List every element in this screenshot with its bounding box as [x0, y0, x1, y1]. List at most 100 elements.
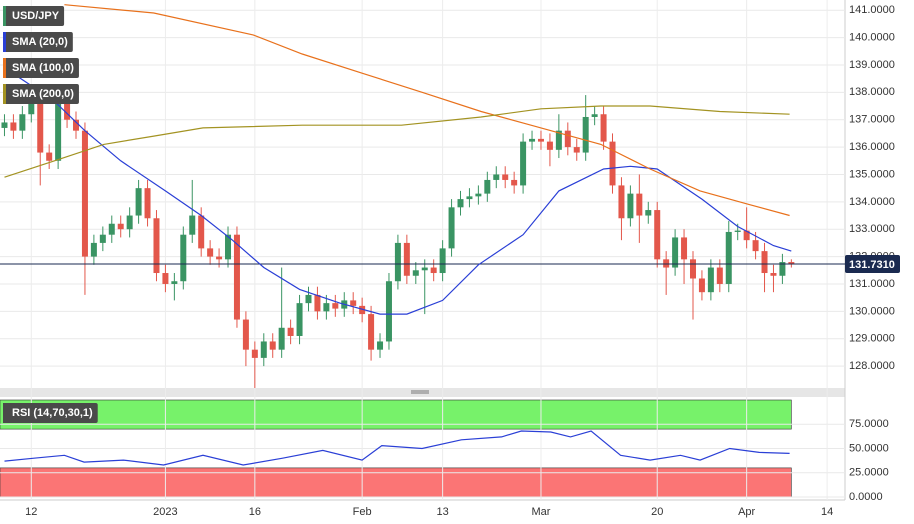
candle-body: [412, 270, 419, 276]
candle-body: [207, 248, 214, 257]
x-tick-label: 14: [821, 506, 833, 518]
candle-body: [546, 141, 553, 150]
y-tick-label: 129.0000: [849, 333, 895, 345]
legend-label: RSI (14,70,30,1): [12, 407, 93, 419]
candle-body: [448, 207, 455, 249]
candle-body: [716, 267, 723, 284]
candle-body: [189, 215, 196, 235]
candle-body: [251, 349, 258, 358]
candle-body: [81, 130, 88, 257]
y-tick-label: 141.0000: [849, 4, 895, 16]
candle-body: [698, 278, 705, 293]
legend-box: [3, 403, 98, 423]
candle-body: [233, 234, 240, 320]
y-tick-label: 134.0000: [849, 196, 895, 208]
candle-body: [198, 215, 205, 249]
legend-item: RSI (14,70,30,1): [3, 403, 98, 423]
candle-body: [457, 199, 464, 208]
y-tick-label: 128.0000: [849, 360, 895, 372]
candle-body: [377, 341, 384, 350]
x-tick-label: 12: [25, 506, 37, 518]
candle-body: [287, 327, 294, 336]
y-tick-label: 130.0000: [849, 305, 895, 317]
candle-body: [645, 210, 652, 216]
indicator-line: [4, 430, 790, 466]
divider-grip: [411, 390, 429, 394]
last-price-label: 131.7310: [849, 259, 895, 271]
candle-body: [162, 273, 169, 284]
candle-body: [314, 294, 321, 312]
candle-body: [99, 234, 106, 243]
x-tick-label: Feb: [353, 506, 372, 518]
y-tick-label: 137.0000: [849, 114, 895, 126]
y-tick-label: 131.0000: [849, 278, 895, 290]
candle-body: [368, 314, 375, 350]
candle-body: [582, 116, 589, 153]
candle-body: [296, 303, 303, 336]
candle-body: [10, 122, 17, 131]
y-tick-label: 25.0000: [849, 467, 889, 479]
candle-body: [511, 179, 518, 186]
legend-swatch: [3, 6, 6, 26]
legend-box: [3, 6, 65, 26]
y-tick-label: 133.0000: [849, 223, 895, 235]
candle-body: [555, 130, 562, 150]
candle-body: [90, 242, 97, 257]
candle-body: [466, 196, 473, 200]
candle-body: [323, 303, 330, 312]
x-tick-label: 13: [436, 506, 448, 518]
y-tick-label: 75.0000: [849, 418, 889, 430]
candle-body: [636, 193, 643, 216]
candle-body: [117, 223, 124, 230]
y-tick-label: 0.0000: [849, 491, 883, 503]
candle-body: [46, 152, 53, 161]
legend-label: SMA (100,0): [12, 62, 74, 74]
candle-body: [37, 103, 44, 153]
candle-body: [135, 188, 142, 216]
candle-body: [1, 122, 8, 128]
candle-body: [260, 341, 267, 358]
x-tick-label: Apr: [738, 506, 755, 518]
legend-swatch: [3, 58, 6, 78]
candle-body: [305, 294, 312, 304]
y-tick-label: 139.0000: [849, 59, 895, 71]
x-tick-label: 2023: [153, 506, 177, 518]
legend-item: SMA (100,0): [3, 58, 79, 78]
candle-body: [600, 114, 607, 142]
candle-body: [332, 303, 339, 309]
candle-body: [573, 147, 580, 153]
candle-body: [64, 97, 71, 120]
candle-body: [225, 234, 232, 260]
candle-body: [520, 141, 527, 186]
legend-box: [3, 84, 79, 104]
x-tick-label: 16: [249, 506, 261, 518]
candle-body: [493, 174, 500, 180]
candle-body: [403, 242, 410, 276]
candle-body: [484, 179, 491, 194]
y-tick-label: 50.0000: [849, 442, 889, 454]
candle-body: [663, 259, 670, 268]
candle-body: [359, 305, 366, 315]
candle-body: [171, 281, 178, 284]
candle-body: [770, 273, 777, 276]
candle-body: [144, 188, 151, 219]
legend-box: [3, 32, 73, 52]
candle-body: [689, 259, 696, 279]
candle-body: [394, 242, 401, 282]
candle-body: [529, 138, 536, 142]
last-price-box: [845, 254, 900, 273]
candle-body: [180, 234, 187, 282]
candle-body: [126, 215, 133, 230]
candle-body: [707, 267, 714, 293]
legend-swatch: [3, 84, 6, 104]
candle-body: [385, 281, 392, 342]
candle-body: [73, 119, 80, 131]
candle-body: [779, 262, 786, 276]
candle-body: [761, 251, 768, 274]
legend-label: USD/JPY: [12, 10, 60, 22]
y-tick-label: 140.0000: [849, 31, 895, 43]
candle-body: [564, 130, 571, 148]
candle-body: [55, 97, 62, 161]
legend-item: USD/JPY: [3, 6, 65, 26]
candle-body: [350, 300, 357, 306]
